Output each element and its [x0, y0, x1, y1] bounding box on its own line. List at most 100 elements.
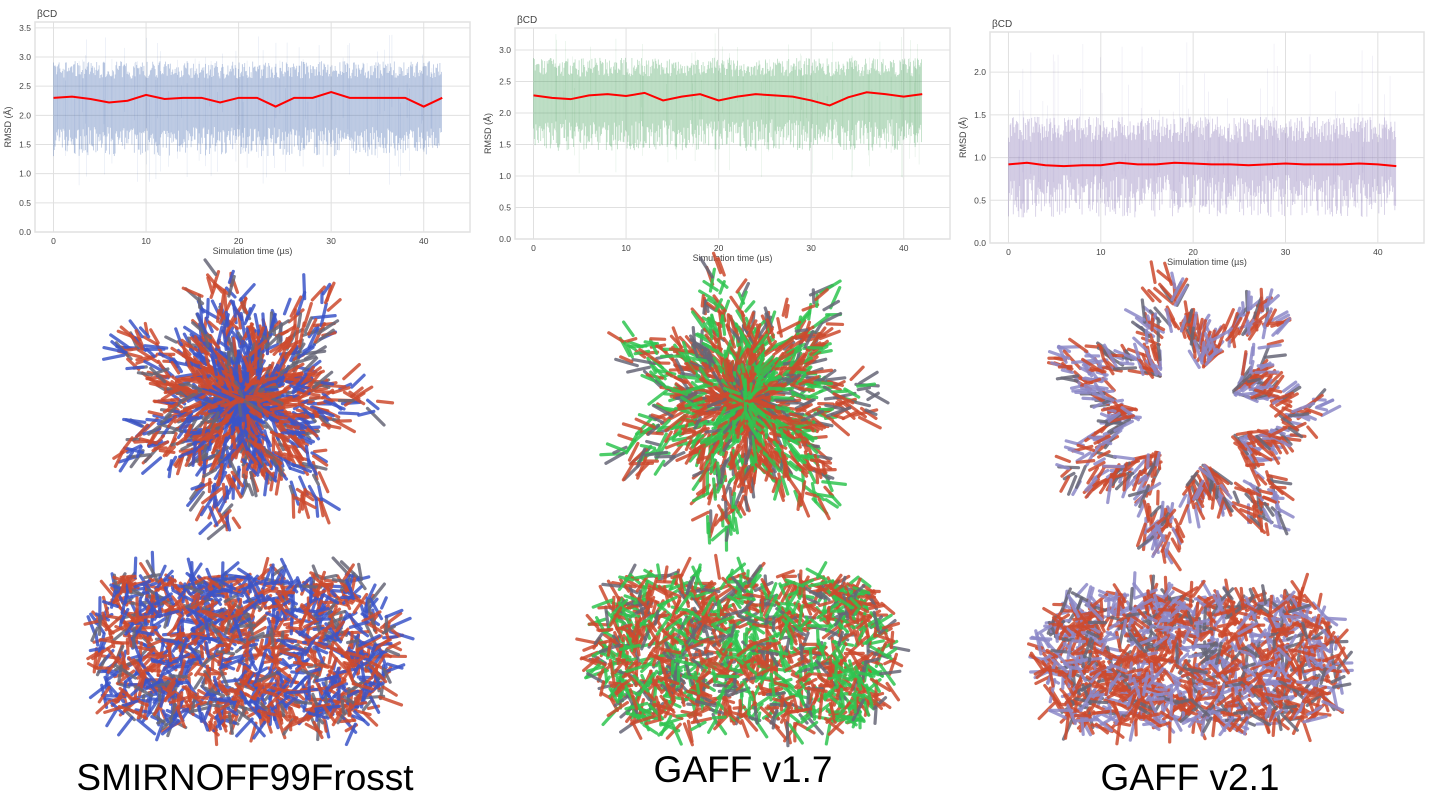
- y-axis-label: RMSD (Å): [3, 107, 13, 148]
- bond-stick: [125, 637, 130, 656]
- x-tick-label: 20: [234, 236, 244, 246]
- bond-stick: [312, 448, 328, 454]
- bond-stick: [228, 429, 245, 450]
- bond-stick: [215, 714, 223, 731]
- x-tick-label: 0: [51, 236, 56, 246]
- bond-stick: [310, 451, 328, 464]
- bond-stick: [320, 497, 341, 512]
- bond-stick: [230, 470, 244, 488]
- y-tick-label: 1.0: [19, 169, 31, 179]
- bond-stick: [314, 498, 320, 518]
- bond-stick: [143, 344, 169, 350]
- bond-stick: [274, 410, 288, 417]
- bond-stick: [344, 722, 357, 747]
- x-tick-label: 0: [531, 243, 536, 253]
- bond-stick: [272, 638, 298, 644]
- bond-stick: [226, 350, 232, 366]
- bond-stick: [331, 577, 348, 584]
- bond-stick: [278, 433, 294, 457]
- structure-side-view-1: [83, 550, 415, 747]
- bond-stick: [125, 365, 145, 371]
- bond-stick: [231, 516, 242, 530]
- chart-title: βCD: [992, 19, 1012, 30]
- bond-stick: [229, 299, 244, 322]
- bond-stick: [246, 573, 252, 594]
- bond-stick: [137, 348, 160, 364]
- bond-stick: [237, 706, 248, 722]
- y-tick-label: 0.0: [499, 234, 511, 244]
- bond-stick: [283, 344, 297, 359]
- bond-stick: [141, 657, 152, 668]
- bond-stick: [246, 414, 259, 436]
- bond-stick: [224, 326, 235, 343]
- bond-stick: [647, 388, 669, 406]
- y-axis-label: RMSD (Å): [483, 113, 493, 154]
- rmsd-chart-3: 0.0 0.5 1.0 1.5 2.0 0 10 20 30 40 βCD Simulation ti…: [958, 19, 1425, 267]
- bond-stick: [215, 489, 230, 507]
- bond-stick: [320, 381, 335, 386]
- bond-stick: [197, 347, 204, 363]
- bond-stick: [246, 450, 259, 466]
- bond-stick: [307, 318, 318, 336]
- bond-stick: [198, 429, 218, 442]
- bond-stick: [222, 313, 230, 333]
- y-tick-label: 1.0: [974, 153, 986, 163]
- bond-stick: [254, 696, 260, 711]
- bond-stick: [200, 307, 220, 321]
- bond-stick: [317, 409, 330, 422]
- bond-stick: [232, 336, 238, 357]
- bond-stick: [208, 388, 228, 399]
- bond-stick: [607, 331, 627, 344]
- bond-stick: [195, 505, 205, 522]
- bond-stick: [257, 326, 265, 342]
- bond-stick: [302, 301, 313, 328]
- bond-stick: [181, 354, 195, 362]
- x-tick-label: 20: [714, 243, 724, 253]
- bond-stick: [317, 484, 324, 502]
- bond-stick: [274, 450, 293, 462]
- bond-stick: [205, 378, 222, 389]
- chart-title: βCD: [517, 15, 537, 26]
- y-axis-label: RMSD (Å): [958, 117, 968, 158]
- bond-stick: [289, 480, 300, 506]
- bond-stick: [122, 417, 147, 424]
- bond-stick: [158, 448, 176, 455]
- bond-stick: [109, 333, 131, 350]
- y-tick-label: 2.5: [19, 81, 31, 91]
- bond-stick: [189, 336, 210, 356]
- bond-stick: [219, 369, 232, 378]
- x-tick-label: 40: [899, 243, 909, 253]
- bond-stick: [319, 302, 328, 328]
- bond-stick: [241, 458, 260, 477]
- bond-stick: [244, 377, 256, 392]
- y-tick-label: 0.5: [974, 195, 986, 205]
- x-axis-label: Simulation time (µs): [693, 253, 773, 263]
- bond-stick: [208, 505, 219, 527]
- bond-stick: [296, 290, 307, 316]
- bond-stick: [280, 336, 289, 361]
- bond-stick: [183, 325, 205, 341]
- y-tick-label: 3.5: [19, 23, 31, 33]
- bond-stick: [223, 397, 240, 409]
- bond-stick: [218, 374, 240, 390]
- bond-stick: [188, 347, 208, 366]
- bond-stick: [378, 695, 404, 707]
- bond-stick: [254, 376, 277, 385]
- bond-stick: [220, 436, 229, 460]
- x-tick-label: 10: [621, 243, 631, 253]
- bond-stick: [326, 298, 342, 312]
- bond-stick: [153, 397, 180, 404]
- bond-stick: [276, 395, 293, 403]
- bond-stick: [831, 420, 850, 437]
- y-tick-label: 1.5: [19, 140, 31, 150]
- bond-stick: [267, 319, 290, 335]
- bond-stick: [86, 615, 97, 636]
- bond-stick: [204, 316, 214, 334]
- bond-stick: [102, 353, 126, 361]
- bond-stick: [202, 468, 218, 478]
- bond-stick: [206, 273, 224, 294]
- bond-stick: [206, 276, 214, 294]
- y-tick-label: 3.0: [19, 52, 31, 62]
- bond-stick: [293, 700, 313, 705]
- bond-stick: [128, 333, 145, 351]
